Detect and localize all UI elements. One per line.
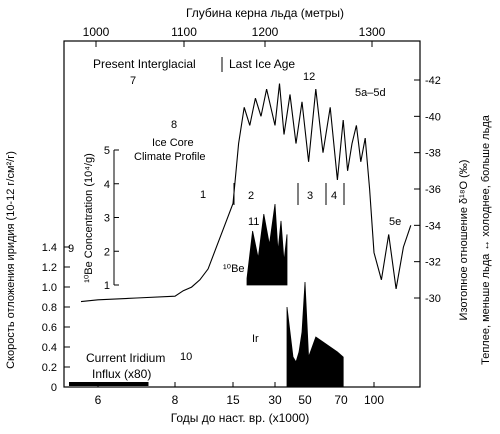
ir-series-area [286, 281, 344, 388]
top-tick-label: 1300 [359, 25, 386, 39]
be-axis-label: ¹⁰Be Concentration (10⁴/g) [83, 153, 95, 283]
left-tick-label: 0.4 [42, 342, 57, 354]
bottom-tick-label: 100 [364, 393, 384, 407]
current-influx-bar [69, 382, 149, 386]
stage-5e-label: 5e [389, 216, 401, 228]
be-tick-label: 5 [104, 145, 110, 157]
right-axis-label: Теплее, меньше льда ↔ холоднее, больше л… [480, 114, 492, 365]
annotation-7: 7 [130, 75, 136, 87]
top-tick-label: 1200 [252, 25, 279, 39]
be-tick-label: 3 [104, 213, 110, 225]
annotation-11: 11 [248, 216, 259, 228]
bottom-axis-label: Годы до наст. вр. (x1000) [171, 411, 310, 425]
top-axis-label: Глубина керна льда (метры) [186, 6, 344, 20]
left-axis-ticks: 0 0.2 0.4 0.6 0.8 1.0 1.2 1.4 [42, 242, 70, 394]
left-tick-label: 1.2 [42, 262, 57, 274]
be-tick-label: 4 [104, 179, 110, 191]
climate-profile-line [80, 83, 412, 303]
left-axis-label: Скорость отложения иридия (10-12 г/см²/г… [5, 151, 17, 369]
plot-frame [63, 40, 421, 388]
right-tick-label: -40 [425, 111, 441, 123]
stage-1-label: 1 [200, 189, 206, 201]
be-series-area [246, 203, 288, 286]
current-iridium-label: Current Iridium [86, 351, 165, 365]
be-tick-label: 2 [104, 246, 110, 258]
annotation-9: 9 [68, 243, 74, 255]
influx-label: Influx (x80) [92, 367, 151, 381]
stage-2-label: 2 [248, 190, 254, 202]
be-axis-ticks: 1 2 3 4 5 [104, 145, 119, 292]
left-tick-label: 0.8 [42, 302, 57, 314]
right-axis-label-2: Изотопное отношение δ¹⁸O (‰) [458, 160, 470, 321]
annotation-10: 10 [180, 351, 192, 363]
bottom-tick-label: 50 [298, 393, 312, 407]
bottom-tick-label: 15 [226, 393, 240, 407]
left-tick-label: 1.4 [42, 242, 57, 254]
right-tick-label: -34 [425, 220, 441, 232]
bottom-tick-label: 30 [268, 393, 282, 407]
ice-core-label: Ice Core [152, 137, 194, 149]
last-ice-age-label: Last Ice Age [229, 57, 295, 71]
top-axis-ticks: 1000 1100 1200 1300 [83, 25, 386, 47]
right-tick-label: -42 [425, 75, 441, 87]
bottom-axis-ticks: 6 8 15 30 50 70 100 [95, 382, 384, 407]
right-tick-label: -30 [425, 293, 441, 305]
annotation-12: 12 [303, 71, 315, 83]
be-series-label: ¹⁰Be [223, 263, 245, 275]
bottom-tick-label: 8 [172, 393, 179, 407]
top-tick-label: 1000 [83, 25, 110, 39]
left-tick-label: 0.2 [42, 362, 57, 374]
bottom-tick-label: 6 [95, 393, 102, 407]
stage-5a5d-label: 5a–5d [355, 87, 386, 99]
right-axis-ticks: -42 -40 -38 -36 -34 -32 -30 [414, 75, 441, 305]
be-tick-label: 1 [104, 280, 110, 292]
right-tick-label: -38 [425, 148, 441, 160]
stage-3-label: 3 [307, 190, 313, 202]
present-interglacial-label: Present Interglacial [93, 57, 196, 71]
top-tick-label: 1100 [171, 25, 197, 39]
right-tick-label: -32 [425, 257, 441, 269]
climate-profile-label: Climate Profile [134, 151, 206, 163]
left-tick-label: 1.0 [42, 282, 57, 294]
stage-4-label: 4 [331, 190, 337, 202]
left-tick-label: 0 [51, 382, 57, 394]
right-tick-label: -36 [425, 184, 441, 196]
annotation-8: 8 [171, 119, 177, 131]
ir-series-label: Ir [252, 333, 259, 345]
bottom-tick-label: 70 [334, 393, 348, 407]
left-tick-label: 0.6 [42, 322, 57, 334]
